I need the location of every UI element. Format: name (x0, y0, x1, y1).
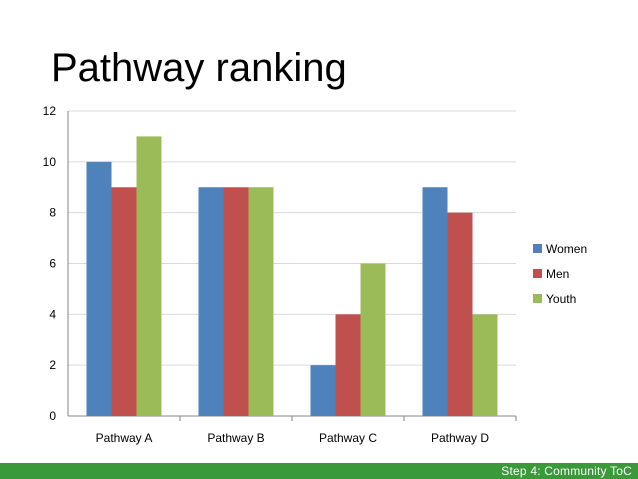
bar-youth-3 (360, 263, 386, 416)
x-tick-label: Pathway C (319, 431, 377, 445)
y-tick-label: 8 (49, 206, 56, 220)
bar-women-3 (310, 365, 336, 416)
bar-men-3 (335, 314, 361, 416)
bar-women-4 (422, 187, 448, 416)
x-tick-label: Pathway A (96, 431, 153, 445)
bar-men-4 (447, 212, 473, 416)
y-tick-label: 12 (43, 104, 57, 118)
bar-women-2 (198, 187, 224, 416)
footer-text: Step 4: Community ToC (501, 464, 632, 478)
footer-bar: Step 4: Community ToC (0, 463, 638, 479)
bar-youth-4 (472, 314, 498, 416)
legend-label-women: Women (546, 242, 587, 256)
slide-title: Pathway ranking (51, 46, 347, 90)
x-tick-label: Pathway D (431, 431, 489, 445)
legend-swatch-women (533, 244, 542, 253)
bar-women-1 (86, 161, 112, 416)
y-tick-label: 0 (49, 409, 56, 423)
bar-men-2 (223, 187, 249, 416)
bar-men-1 (111, 187, 137, 416)
legend-swatch-men (533, 269, 542, 278)
y-tick-label: 10 (43, 155, 57, 169)
bar-youth-1 (136, 136, 162, 416)
y-tick-label: 6 (49, 257, 56, 271)
bar-youth-2 (248, 187, 274, 416)
y-tick-label: 2 (49, 358, 56, 372)
y-tick-label: 4 (49, 307, 56, 321)
x-tick-label: Pathway B (207, 431, 264, 445)
legend-swatch-youth (533, 294, 542, 303)
legend-label-youth: Youth (546, 292, 576, 306)
legend-label-men: Men (546, 267, 569, 281)
